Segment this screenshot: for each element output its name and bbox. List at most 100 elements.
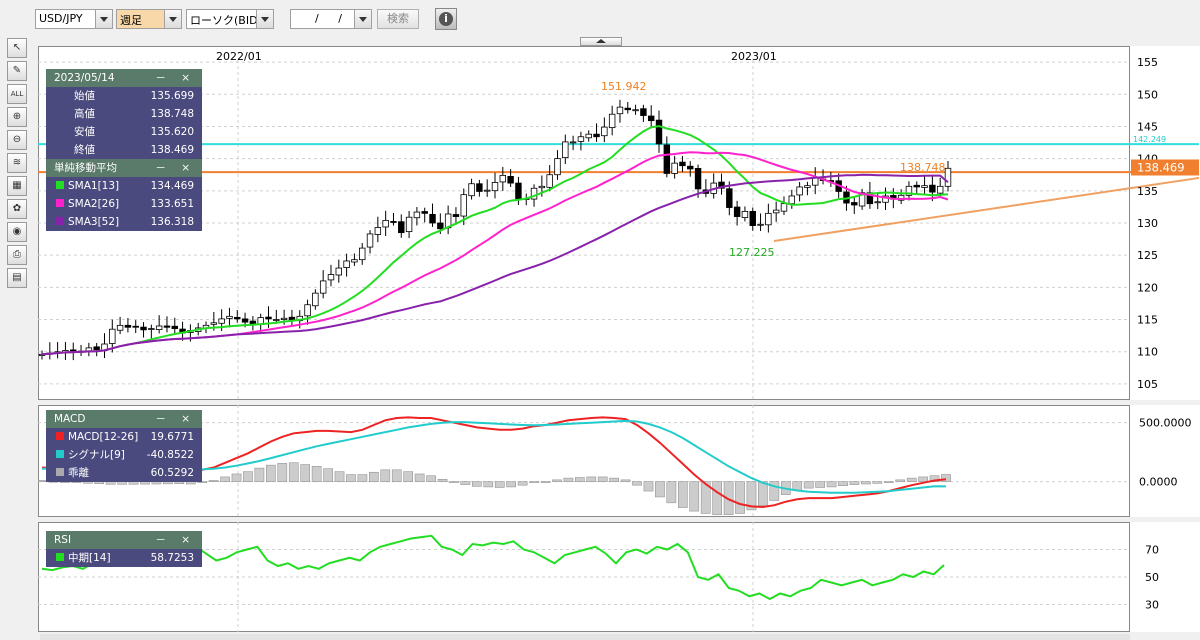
- print-icon[interactable]: ⎙: [7, 245, 27, 265]
- chevron-down-icon[interactable]: [354, 10, 371, 28]
- candle-body: [897, 194, 905, 201]
- histogram-bar: [563, 477, 574, 482]
- eye-icon[interactable]: ◉: [7, 222, 27, 242]
- zoom-out-icon[interactable]: ⊖: [7, 130, 27, 150]
- sma-legend-title: 単純移動平均: [54, 162, 117, 174]
- series-swatch: [56, 450, 64, 458]
- symbol-select[interactable]: USD/JPY: [35, 9, 113, 29]
- candle-body: [647, 115, 655, 122]
- series-swatch: [56, 199, 64, 207]
- legend-controls[interactable]: － ×: [155, 162, 196, 174]
- candle-body: [390, 221, 397, 223]
- legend-label: 終値: [74, 144, 95, 156]
- chevron-down-icon[interactable]: [95, 10, 112, 28]
- candle-body: [554, 158, 561, 176]
- histogram-bar: [231, 473, 242, 482]
- candle-body: [772, 209, 780, 214]
- candle-body: [593, 133, 600, 138]
- macd-legend-header: MACD － ×: [46, 410, 202, 428]
- candle-body: [921, 185, 928, 188]
- candle-body: [882, 195, 889, 203]
- histogram-series: [38, 462, 951, 515]
- chevron-down-icon[interactable]: [164, 10, 181, 28]
- histogram-bar: [826, 481, 837, 488]
- rsi-legend-header: RSI － ×: [46, 531, 202, 549]
- histogram-bar: [883, 481, 894, 483]
- rsi-chart[interactable]: 70 50 30: [38, 522, 1200, 632]
- rsi-legend-title: RSI: [54, 534, 72, 546]
- legend-controls[interactable]: － ×: [155, 72, 196, 84]
- legend-row: SMA1[13] 134.469: [46, 177, 202, 195]
- y-tick-label: 70: [1145, 544, 1159, 557]
- legend-controls[interactable]: － ×: [155, 413, 196, 425]
- histogram-bar: [574, 477, 585, 482]
- legend-controls[interactable]: － ×: [155, 534, 196, 546]
- histogram-bar: [666, 481, 677, 504]
- histogram-bar: [128, 481, 139, 485]
- histogram-bar: [552, 479, 562, 482]
- legend-value: 135.620: [150, 126, 194, 138]
- candle-body: [780, 203, 788, 212]
- histogram-bar: [254, 467, 265, 482]
- period-value: 週足: [120, 14, 142, 27]
- palette-icon[interactable]: ✿: [7, 199, 27, 219]
- histogram-bar: [712, 481, 722, 515]
- histogram-bar: [472, 481, 482, 487]
- zoom-in-icon[interactable]: ⊕: [7, 107, 27, 127]
- candle-body: [382, 220, 389, 228]
- histogram-bar: [369, 471, 379, 482]
- histogram-bar: [494, 481, 505, 488]
- search-button[interactable]: 検索: [377, 9, 419, 29]
- candle-body: [718, 181, 725, 189]
- candle-body: [319, 280, 327, 294]
- candle-body: [93, 346, 100, 351]
- candle-body: [335, 267, 343, 276]
- histogram-bar: [197, 481, 208, 483]
- histogram-bar: [506, 481, 516, 488]
- y-tick-label: 30: [1145, 599, 1159, 612]
- calendar-icon[interactable]: ▦: [7, 176, 27, 196]
- legend-header: 2023/05/14 － ×: [46, 69, 202, 87]
- candle-body: [655, 119, 663, 145]
- current-price-label: 138.469: [1137, 160, 1185, 174]
- candle-body: [663, 144, 671, 174]
- candle-body: [530, 187, 538, 200]
- series-swatch: [56, 553, 64, 561]
- histogram-bar: [220, 476, 230, 482]
- current-price-tag: [1131, 159, 1199, 176]
- y-tick-label: 0.0000: [1139, 476, 1178, 489]
- hline-label: 142.249: [1133, 135, 1166, 144]
- candle-body: [640, 108, 647, 116]
- legend-label: 高値: [74, 108, 95, 120]
- macd-chart[interactable]: 500.0000 0.0000: [38, 405, 1200, 517]
- candle-body: [210, 322, 218, 325]
- histogram-bar: [117, 481, 127, 485]
- pen-icon[interactable]: ✎: [7, 61, 27, 81]
- histogram-bar: [895, 479, 906, 482]
- histogram-bar: [426, 475, 436, 482]
- candle-body: [116, 324, 124, 331]
- histogram-bar: [655, 481, 665, 498]
- y-tick-label: 500.0000: [1139, 417, 1192, 430]
- histogram-bar: [929, 475, 940, 482]
- histogram-bar: [620, 479, 631, 482]
- cursor-icon[interactable]: ↖: [7, 38, 27, 58]
- table-icon[interactable]: ▤: [7, 268, 27, 288]
- info-button[interactable]: i: [435, 8, 457, 30]
- indicator-icon[interactable]: ≋: [7, 153, 27, 173]
- erase-all-icon[interactable]: ALL: [7, 84, 27, 104]
- legend-value: 136.318: [150, 216, 194, 228]
- horizontal-scrollbar[interactable]: [40, 634, 1130, 640]
- chevron-down-icon[interactable]: [256, 10, 273, 28]
- chart-type-select[interactable]: ローソク(BID): [186, 9, 274, 29]
- histogram-bar: [437, 479, 448, 482]
- price-chart[interactable]: 1051101151201251301351401451501552022/01…: [38, 46, 1200, 400]
- collapse-toggle-button[interactable]: [580, 37, 622, 46]
- candle-body: [538, 185, 546, 189]
- histogram-bar: [838, 481, 848, 487]
- series-swatch: [56, 181, 64, 189]
- histogram-bar: [609, 477, 619, 482]
- date-input[interactable]: / /: [290, 9, 372, 29]
- period-select[interactable]: 週足: [116, 9, 182, 29]
- candle-body: [812, 177, 819, 186]
